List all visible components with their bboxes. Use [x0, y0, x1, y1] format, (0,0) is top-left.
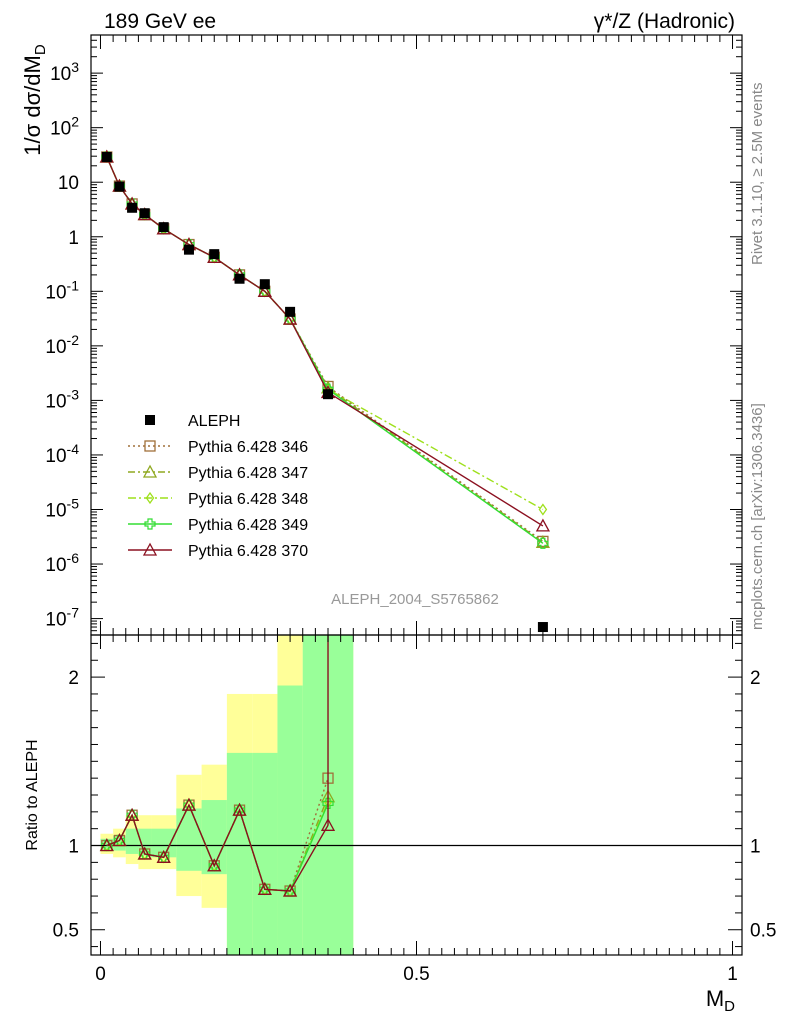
data-point-3: [139, 208, 150, 219]
legend-marker-pythia-6-428-346: [144, 440, 156, 452]
x-tick-label-0: 0: [95, 964, 106, 985]
main-line-pythia-6-428-346: [106, 156, 544, 542]
main-y-tick-label-1: 102: [50, 114, 79, 140]
data-point-11: [537, 622, 548, 633]
data-point-8: [259, 279, 270, 290]
data-point-0: [101, 151, 112, 162]
data-point-5: [183, 244, 194, 255]
main-y-tick-label-7: 10-4: [45, 441, 79, 467]
green-band-2: [125, 828, 139, 854]
energy-label: 189 GeV ee: [104, 10, 216, 33]
data-point-6: [209, 249, 220, 260]
main-y-tick-label-10: 10-7: [45, 605, 79, 631]
ratio-y-tick-label-0: 2: [68, 668, 79, 689]
legend-label-pythia-6-428-347: Pythia 6.428 347: [188, 465, 308, 482]
rivet-label: Rivet 3.1.10, ≥ 2.5M events: [749, 83, 766, 266]
data-point-9: [285, 306, 296, 317]
main-y-tick-label-6: 10-3: [45, 386, 79, 412]
main-point-pythia-6-428-349-11: [537, 537, 549, 549]
ratio-point-pythia-6-428-370-5: [181, 797, 197, 811]
green-band-7: [226, 752, 253, 955]
main-y-tick-label-0: 103: [50, 59, 79, 85]
main-line-pythia-6-428-348: [106, 156, 544, 511]
ratio-point-pythia-6-428-370-8: [257, 881, 272, 895]
ratio-point-pythia-6-428-370-10: [320, 817, 336, 831]
ratio-point-pythia-6-428-349-10: [322, 797, 334, 810]
main-y-tick-label-9: 10-6: [45, 550, 79, 576]
ratio-point-pythia-6-428-370-9: [282, 883, 298, 897]
process-label: γ*/Z (Hadronic): [594, 10, 735, 33]
legend: ALEPH Pythia 6.428 346 Pythia 6.428 347 Pyt…: [128, 413, 308, 560]
data-point-1: [114, 181, 125, 192]
main-point-pythia-6-428-370-9: [282, 311, 298, 325]
ratio-point-pythia-6-428-370-4: [156, 849, 171, 863]
ratio-y-axis-title: Ratio to ALEPH: [24, 739, 41, 850]
legend-label-pythia-6-428-370: Pythia 6.428 370: [188, 543, 308, 560]
main-series-layer: [99, 149, 551, 633]
main-point-pythia-6-428-370-11: [535, 518, 551, 532]
green-band-9: [277, 685, 303, 955]
legend-label-pythia-6-428-348: Pythia 6.428 348: [188, 491, 308, 508]
legend-marker-aleph: [145, 415, 155, 425]
ratio-point-pythia-6-428-370-2: [124, 807, 140, 821]
main-y-tick-label-3: 1: [68, 228, 79, 249]
main-y-tick-label-8: 10-5: [45, 495, 79, 521]
ratio-series-layer: [99, 635, 336, 898]
main-y-tick-label-4: 10-1: [45, 277, 79, 303]
ratio-y-tick-label-2: 0.5: [53, 921, 79, 942]
legend-marker-pythia-6-428-370: [142, 542, 158, 556]
data-point-2: [127, 202, 138, 213]
data-point-7: [234, 273, 245, 284]
green-band-6: [201, 800, 227, 875]
legend-marker-pythia-6-428-347: [142, 464, 158, 478]
svg-text:1/σ dσ/dMD: 1/σ dσ/dMD: [20, 44, 49, 156]
ratio-point-pythia-6-428-370-3: [137, 846, 152, 860]
data-point-10: [323, 389, 334, 400]
ratio-y-tick-label-right-2: 0.5: [750, 921, 776, 942]
ratio-point-pythia-6-428-370-1: [112, 833, 127, 847]
ratio-y-tick-label-right-0: 2: [750, 668, 761, 689]
green-band-5: [176, 808, 202, 871]
legend-label-aleph: ALEPH: [188, 413, 240, 430]
legend-marker-pythia-6-428-349: [144, 518, 156, 530]
main-y-tick-label-2: 10: [58, 173, 79, 194]
ratio-point-pythia-6-428-370-6: [207, 858, 222, 872]
green-band-0: [100, 838, 114, 849]
x-axis-title: MD: [706, 986, 735, 1015]
data-point-4: [158, 222, 169, 233]
legend-label-pythia-6-428-346: Pythia 6.428 346: [188, 439, 308, 456]
ratio-line-pythia-6-428-370: [106, 803, 329, 892]
main-line-pythia-6-428-370: [106, 156, 544, 527]
main-y-axis-title: 1/σ dσ/dMD: [20, 44, 49, 156]
legend-marker-pythia-6-428-348: [145, 491, 155, 505]
main-y-tick-label-5: 10-2: [45, 332, 79, 358]
x-tick-label-1: 0.5: [403, 964, 429, 985]
analysis-watermark: ALEPH_2004_S5765862: [331, 591, 499, 608]
ratio-y-tick-label-right-1: 1: [750, 837, 761, 858]
main-point-pythia-6-428-348-11: [538, 503, 548, 516]
green-band-8: [252, 752, 278, 955]
mcplots-label: mcplots.cern.ch [arXiv:1306.3436]: [749, 403, 766, 630]
x-tick-label-2: 1: [727, 964, 738, 985]
ratio-point-pythia-6-428-370-7: [232, 802, 247, 816]
ratio-y-tick-label-1: 1: [68, 837, 79, 858]
ratio-uncertainty-bands: [100, 635, 354, 955]
legend-label-pythia-6-428-349: Pythia 6.428 349: [188, 517, 308, 534]
main-point-pythia-6-428-370-8: [257, 283, 272, 297]
